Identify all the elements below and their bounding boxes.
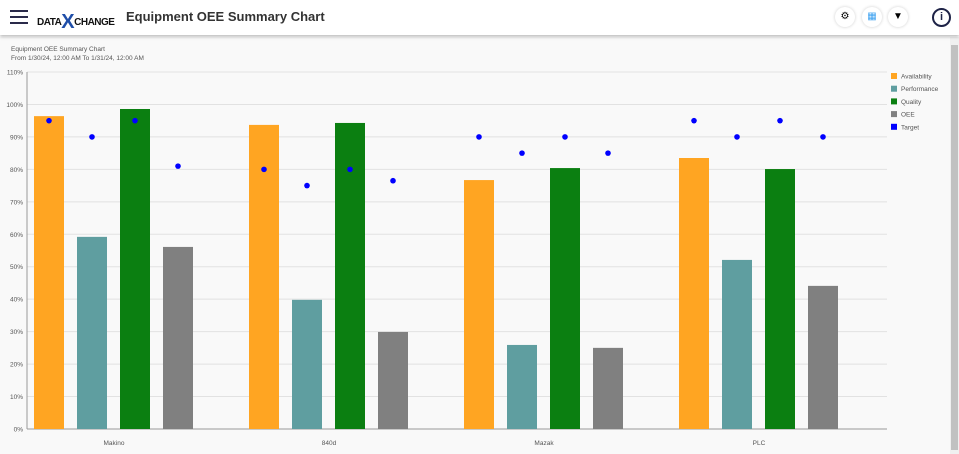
- bar-quality: [120, 108, 150, 430]
- legend-label: Availability: [901, 74, 932, 81]
- app-header: DATAXCHANGE Equipment OEE Summary Chart …: [0, 0, 959, 35]
- filter-icon[interactable]: ▼: [888, 7, 908, 27]
- target-point: [476, 134, 482, 140]
- bar-oee: [163, 246, 193, 429]
- target-point: [734, 134, 740, 140]
- target-point: [519, 150, 525, 156]
- legend-swatch: [891, 85, 897, 92]
- bar-oee: [593, 347, 623, 429]
- bar-quality: [765, 169, 795, 429]
- bar-availability: [679, 158, 709, 429]
- legend-swatch: [891, 73, 897, 79]
- target-point: [390, 177, 396, 184]
- menu-icon[interactable]: [10, 10, 28, 24]
- x-tick-label: 840d: [322, 440, 337, 447]
- y-tick-label: 20%: [10, 362, 23, 369]
- x-tick-label: PLC: [753, 440, 766, 447]
- target-point: [562, 134, 568, 140]
- bar-availability: [464, 180, 494, 429]
- y-tick-label: 40%: [10, 297, 23, 304]
- legend-label: Performance: [901, 86, 939, 93]
- legend-swatch: [891, 123, 897, 130]
- bar-quality: [335, 122, 365, 429]
- legend-label: Quality: [901, 99, 922, 106]
- target-point: [132, 117, 138, 124]
- target-point: [347, 166, 353, 173]
- grid-icon[interactable]: ▦: [862, 7, 882, 27]
- gear-icon[interactable]: ⚙: [835, 7, 855, 27]
- bar-quality: [550, 168, 580, 429]
- y-tick-label: 90%: [10, 134, 23, 141]
- target-point: [175, 163, 181, 169]
- oee-chart: 0% 10% 20% 30% 40% 50% 60% 70% 80% 90% 100% 110% Mak…: [6, 70, 939, 448]
- bar-oee: [378, 331, 408, 429]
- y-tick-label: 110%: [7, 70, 23, 77]
- scrollbar[interactable]: [950, 37, 959, 454]
- scrollbar-thumb[interactable]: [951, 45, 958, 450]
- x-tick-label: Makino: [104, 440, 125, 447]
- logo: DATAXCHANGE: [37, 11, 115, 33]
- y-tick-label: 50%: [10, 264, 23, 271]
- info-icon[interactable]: i: [932, 8, 951, 27]
- chart-subtitle: From 1/30/24, 12:00 AM To 1/31/24, 12:00…: [11, 55, 144, 62]
- target-point: [777, 117, 783, 124]
- target-point: [820, 134, 826, 140]
- bar-availability: [249, 124, 279, 429]
- y-tick-label: 100%: [6, 102, 23, 109]
- y-tick-label: 60%: [10, 232, 23, 239]
- bar-performance: [292, 299, 322, 429]
- legend-swatch: [891, 111, 897, 118]
- target-point: [304, 182, 310, 189]
- target-point: [89, 134, 95, 140]
- target-point: [605, 150, 611, 156]
- bar-performance: [507, 344, 537, 429]
- target-point: [46, 117, 52, 124]
- legend-label: OEE: [901, 112, 915, 119]
- chart-title: Equipment OEE Summary Chart: [11, 46, 105, 53]
- bar-performance: [722, 259, 752, 429]
- y-tick-label: 80%: [10, 167, 23, 174]
- bar-oee: [808, 285, 838, 429]
- y-tick-label: 10%: [10, 394, 23, 401]
- legend-swatch: [891, 98, 897, 105]
- target-point: [691, 117, 697, 124]
- target-point: [261, 166, 267, 173]
- legend-label: Target: [901, 124, 919, 131]
- page-title: Equipment OEE Summary Chart: [126, 9, 325, 24]
- y-tick-label: 70%: [10, 199, 23, 206]
- bar-performance: [77, 236, 107, 429]
- bar-availability: [34, 116, 64, 429]
- y-tick-label: 0%: [14, 427, 24, 434]
- x-tick-label: Mazak: [534, 440, 554, 447]
- y-tick-label: 30%: [10, 329, 23, 336]
